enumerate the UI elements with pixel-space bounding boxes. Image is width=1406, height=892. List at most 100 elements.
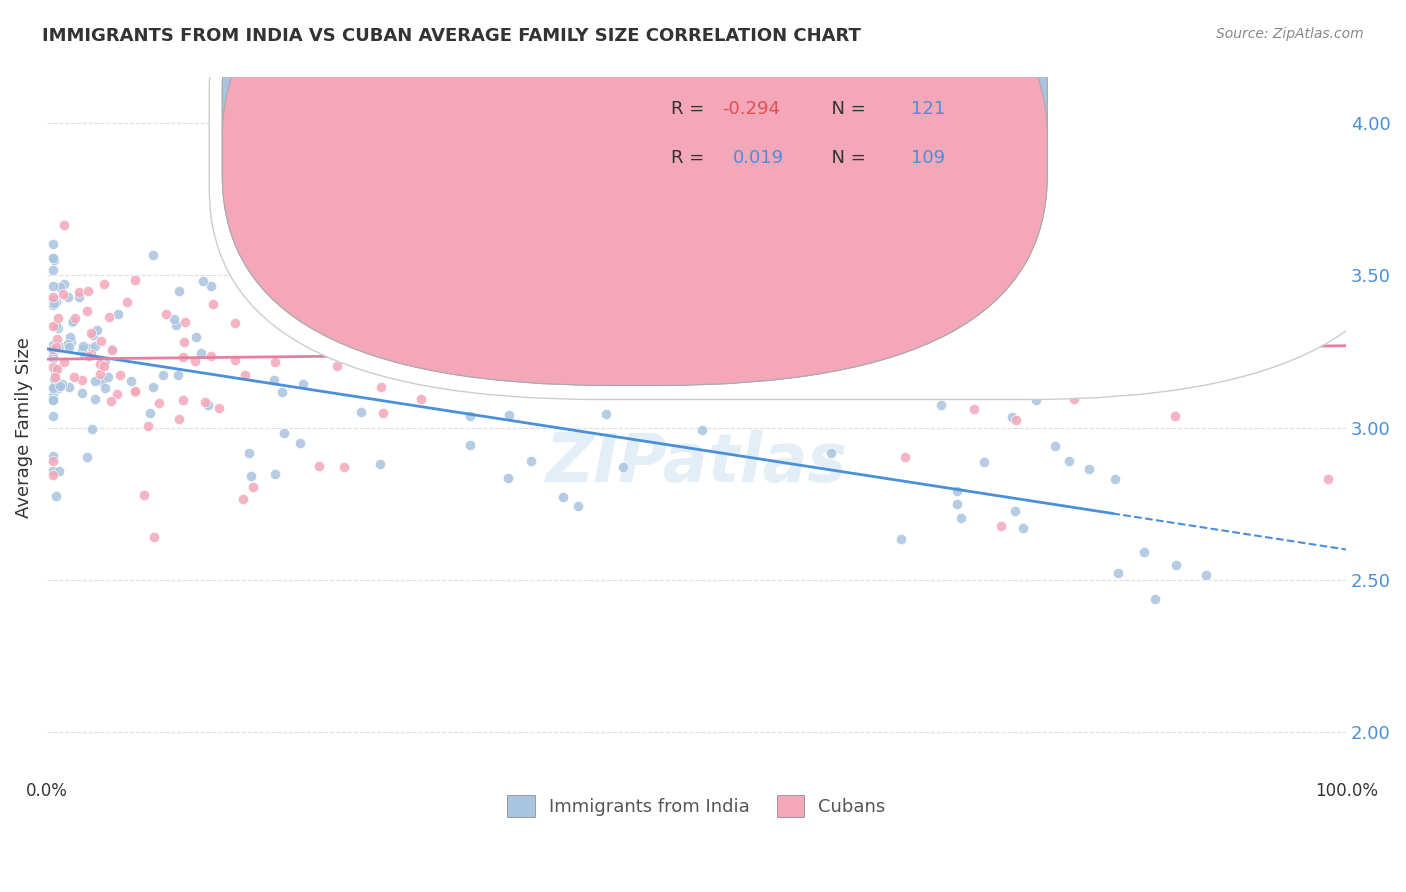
- Point: [1163, 409, 1185, 424]
- Legend: Immigrants from India, Cubans: Immigrants from India, Cubans: [501, 788, 893, 824]
- Point: [46, 332, 69, 346]
- Text: 121: 121: [911, 100, 945, 118]
- Point: [172, 351, 194, 365]
- Point: [690, 423, 713, 437]
- Point: [42, 251, 65, 265]
- Point: [94, 381, 117, 395]
- Point: [58, 340, 80, 354]
- Point: [238, 445, 260, 459]
- Point: [42, 409, 65, 424]
- Point: [42, 343, 65, 357]
- Point: [946, 497, 969, 511]
- Point: [67, 285, 90, 300]
- Point: [148, 396, 170, 410]
- Point: [233, 368, 256, 383]
- Point: [963, 401, 986, 416]
- Point: [52, 286, 75, 301]
- Point: [368, 457, 391, 471]
- Point: [890, 533, 912, 547]
- Point: [77, 349, 100, 363]
- Point: [42, 318, 65, 333]
- Point: [42, 290, 65, 304]
- Point: [1004, 413, 1026, 427]
- Text: R =: R =: [671, 100, 710, 118]
- Point: [1126, 345, 1149, 359]
- Point: [426, 298, 449, 312]
- Point: [108, 368, 131, 382]
- Point: [172, 392, 194, 407]
- Point: [46, 310, 69, 325]
- Point: [1107, 566, 1129, 580]
- Point: [1119, 315, 1142, 329]
- Point: [1017, 256, 1039, 270]
- Point: [291, 376, 314, 391]
- Point: [67, 290, 90, 304]
- Point: [44, 296, 66, 310]
- Point: [93, 359, 115, 373]
- Point: [58, 330, 80, 344]
- Text: 109: 109: [911, 149, 945, 167]
- Point: [239, 469, 262, 483]
- Point: [42, 381, 65, 395]
- Point: [139, 406, 162, 420]
- Point: [333, 345, 356, 359]
- Point: [515, 362, 537, 376]
- Point: [1144, 591, 1167, 606]
- Point: [1164, 558, 1187, 572]
- Point: [51, 377, 73, 392]
- Point: [325, 359, 347, 374]
- Point: [84, 392, 107, 407]
- Point: [101, 343, 124, 357]
- Point: [1001, 409, 1024, 424]
- Point: [1107, 333, 1129, 347]
- Point: [202, 297, 225, 311]
- Point: [1056, 308, 1078, 322]
- Point: [53, 277, 76, 291]
- Point: [184, 354, 207, 368]
- Point: [105, 387, 128, 401]
- Text: N =: N =: [820, 100, 872, 118]
- Point: [142, 248, 165, 262]
- Point: [197, 398, 219, 412]
- Point: [264, 467, 287, 481]
- Point: [973, 455, 995, 469]
- Point: [434, 314, 457, 328]
- Point: [163, 311, 186, 326]
- Point: [943, 386, 966, 401]
- Point: [621, 254, 644, 268]
- Point: [58, 380, 80, 394]
- Point: [91, 374, 114, 388]
- Point: [990, 518, 1012, 533]
- Point: [52, 219, 75, 233]
- Point: [946, 483, 969, 498]
- Point: [45, 341, 67, 355]
- Point: [371, 406, 394, 420]
- Text: Source: ZipAtlas.com: Source: ZipAtlas.com: [1216, 27, 1364, 41]
- Point: [136, 419, 159, 434]
- Point: [48, 279, 70, 293]
- Point: [1116, 362, 1139, 376]
- Point: [42, 298, 65, 312]
- Point: [42, 449, 65, 463]
- Point: [42, 293, 65, 308]
- Point: [73, 347, 96, 361]
- Point: [598, 259, 620, 273]
- Point: [97, 369, 120, 384]
- Point: [897, 343, 920, 357]
- Point: [48, 381, 70, 395]
- Point: [142, 380, 165, 394]
- Point: [876, 386, 898, 401]
- Point: [263, 373, 285, 387]
- Point: [45, 362, 67, 376]
- Point: [273, 426, 295, 441]
- Point: [52, 355, 75, 369]
- Point: [458, 409, 481, 423]
- Point: [894, 450, 917, 464]
- Point: [93, 277, 115, 291]
- Point: [44, 253, 66, 268]
- Point: [332, 459, 354, 474]
- Point: [1063, 392, 1085, 407]
- Point: [699, 290, 721, 304]
- FancyBboxPatch shape: [222, 0, 1047, 336]
- Point: [83, 339, 105, 353]
